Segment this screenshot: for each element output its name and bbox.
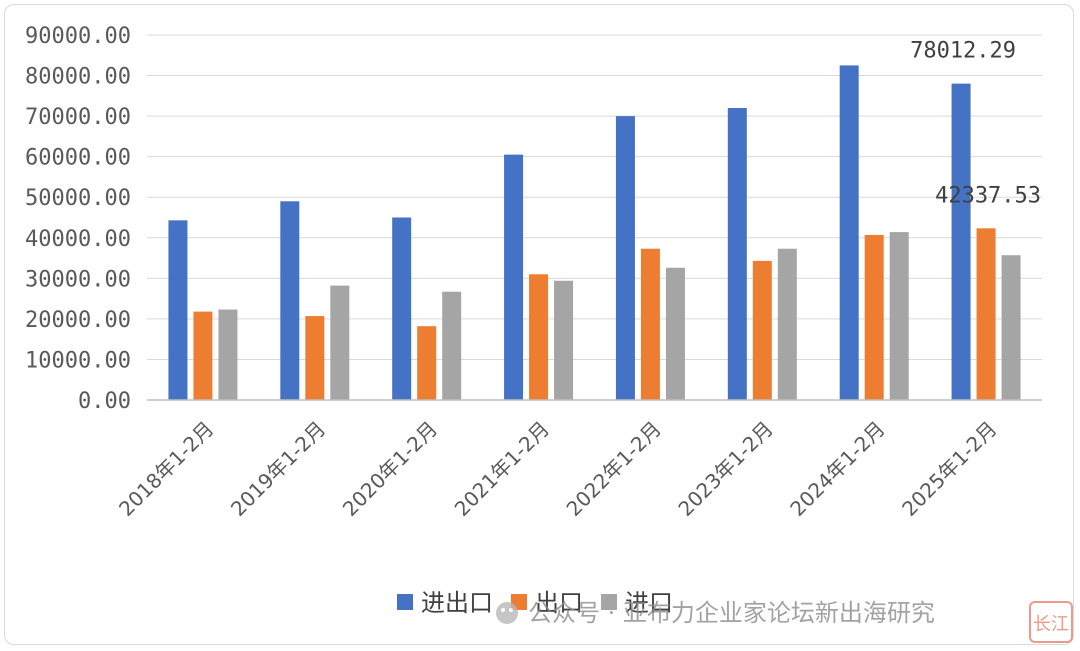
bar-total	[280, 201, 300, 400]
bar-export	[864, 234, 884, 400]
y-tick-label: 20000.00	[25, 308, 131, 333]
y-tick-label: 30000.00	[25, 267, 131, 292]
y-axis-ticks: 0.00 10000.00 20000.00 30000.00 40000.00 5000…	[25, 24, 131, 414]
bar-export	[640, 248, 660, 400]
data-labels: 78012.29 42337.53	[910, 39, 1041, 209]
x-tick-label: 2019年1-2月	[226, 417, 330, 521]
bar-import	[889, 232, 909, 400]
wechat-icon-eye-right	[509, 608, 513, 612]
y-tick-label: 80000.00	[25, 65, 131, 90]
bar-import	[554, 280, 574, 400]
watermark-logo-text: 长江	[1033, 614, 1069, 635]
bar-total	[839, 65, 859, 401]
y-tick-label: 60000.00	[25, 146, 131, 171]
bar-export	[529, 274, 549, 400]
legend-label: 进出口	[421, 589, 493, 617]
x-tick-label: 2022年1-2月	[562, 417, 666, 521]
x-tick-label: 2020年1-2月	[338, 417, 442, 521]
watermark-text: 公众号 · 亚布力企业家论坛新出海研究	[528, 599, 935, 627]
legend-swatch	[601, 594, 617, 610]
legend-label: 出口	[535, 589, 583, 617]
watermark: 公众号 · 亚布力企业家论坛新出海研究 长江	[496, 599, 1073, 643]
bar-total	[951, 83, 971, 400]
legend-label: 进口	[625, 589, 673, 617]
data-label: 78012.29	[910, 39, 1016, 64]
bar-export	[417, 326, 437, 400]
bar-export	[193, 311, 213, 400]
bar-import	[442, 291, 462, 400]
y-tick-label: 0.00	[78, 389, 131, 414]
bar-export	[305, 316, 325, 400]
x-tick-label: 2025年1-2月	[897, 417, 1001, 521]
x-axis-ticks: 2018年1-2月 2019年1-2月 2020年1-2月 2021年1-2月 2022…	[114, 417, 1001, 521]
bar-export	[976, 228, 996, 400]
y-tick-label: 70000.00	[25, 105, 131, 130]
bar-export	[752, 260, 772, 400]
wechat-icon-eye-left	[501, 608, 505, 612]
x-tick-label: 2021年1-2月	[450, 417, 554, 521]
bar-import	[665, 267, 685, 400]
y-tick-label: 50000.00	[25, 186, 131, 211]
wechat-icon	[496, 602, 518, 624]
legend-swatch	[397, 594, 413, 610]
bar-total	[504, 154, 524, 400]
bars	[168, 65, 1021, 401]
legend: 进出口 出口 进口	[397, 589, 673, 617]
bar-import	[330, 285, 350, 400]
bar-import	[777, 248, 797, 400]
bar-total	[615, 116, 635, 400]
y-tick-label: 90000.00	[25, 24, 131, 49]
x-tick-label: 2023年1-2月	[673, 417, 777, 521]
y-tick-label: 10000.00	[25, 348, 131, 373]
data-label: 42337.53	[935, 183, 1041, 208]
bar-total	[727, 108, 747, 400]
bar-total	[168, 220, 188, 400]
watermark-logo	[1029, 601, 1073, 643]
x-tick-label: 2018年1-2月	[114, 417, 218, 521]
x-tick-label: 2024年1-2月	[785, 417, 889, 521]
bar-import	[1001, 255, 1021, 400]
y-tick-label: 40000.00	[25, 227, 131, 252]
bar-import	[218, 309, 238, 400]
bar-total	[392, 217, 412, 400]
